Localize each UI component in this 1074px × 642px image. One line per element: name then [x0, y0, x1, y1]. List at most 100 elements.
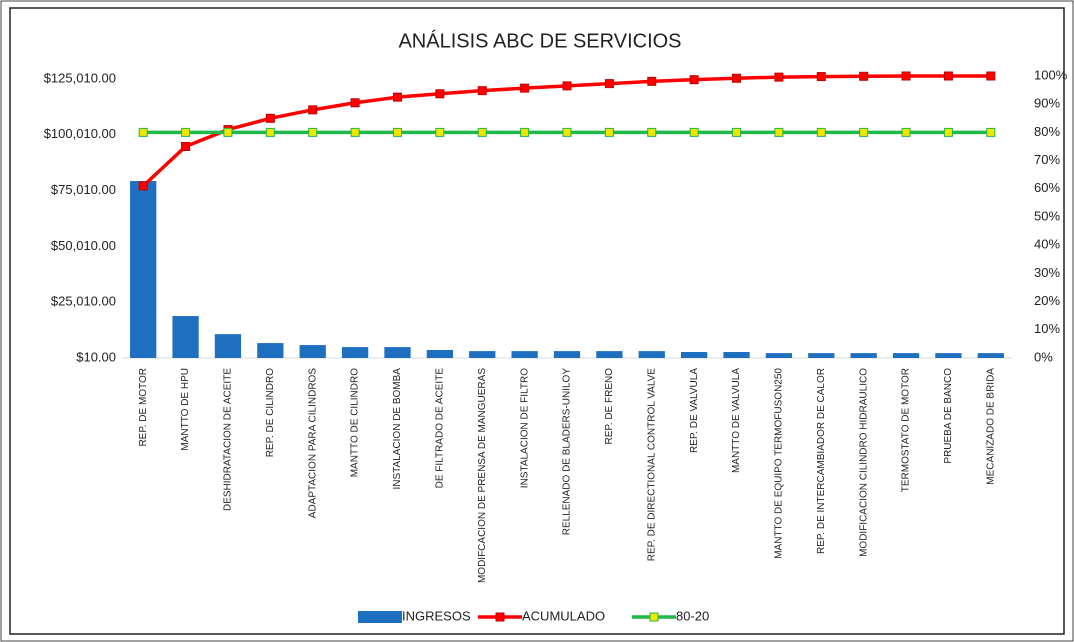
bar [850, 353, 877, 358]
bar [935, 353, 962, 358]
bar [511, 351, 538, 358]
legend-marker [495, 612, 505, 622]
y2-tick-label: 60% [1034, 180, 1060, 195]
marker [816, 72, 826, 82]
marker [520, 127, 530, 137]
y-tick-label: $75,010.00 [51, 182, 116, 197]
marker [604, 127, 614, 137]
marker [986, 71, 996, 81]
marker [138, 127, 148, 137]
marker [138, 181, 148, 191]
marker [689, 127, 699, 137]
bar [384, 347, 411, 358]
marker [392, 92, 402, 102]
y-tick-label: $25,010.00 [51, 294, 116, 309]
marker [816, 127, 826, 137]
marker [392, 127, 402, 137]
x-tick-label: REP. DE DIRECTIONAL CONTROL VALVE [646, 368, 657, 562]
y-tick-label: $10.00 [76, 349, 116, 364]
bar [596, 351, 623, 358]
x-tick-label: RELLENADO DE BLADERS-UNILOY [562, 368, 573, 536]
marker [732, 73, 742, 83]
marker [689, 75, 699, 85]
marker [774, 127, 784, 137]
marker [520, 83, 530, 93]
bar [977, 353, 1004, 358]
x-tick-label: TERMOSTATO DE MOTOR [901, 368, 912, 492]
x-tick-label: REP. DE INTERCAMBIADOR DE CALOR [816, 368, 827, 554]
bar [808, 353, 835, 358]
x-tick-label: DESHIDRATACION DE ACEITE [223, 368, 234, 511]
chart-title: ANÁLISIS ABC DE SERVICIOS [398, 29, 681, 52]
y2-tick-label: 50% [1034, 208, 1060, 223]
marker [181, 142, 191, 151]
marker [350, 98, 360, 108]
bar [426, 349, 453, 358]
y2-tick-label: 30% [1034, 265, 1060, 280]
bar [469, 351, 496, 358]
x-tick-label: REP. DE CILINDRO [265, 368, 276, 458]
y2-tick-label: 0% [1034, 349, 1053, 364]
x-tick-label: DE FILTRADO DE ACEITE [434, 368, 445, 489]
x-tick-label: PRUEBA DE BANCO [943, 368, 954, 464]
legend-label: INGRESOS [402, 608, 471, 623]
marker [223, 127, 233, 137]
x-tick-label: REP. DE MOTOR [138, 368, 149, 447]
marker [986, 127, 996, 137]
y-tick-label: $50,010.00 [51, 238, 116, 253]
y2-tick-label: 70% [1034, 152, 1060, 167]
x-tick-label: INSTALACION DE BOMBA [392, 368, 403, 490]
y2-tick-label: 40% [1034, 237, 1060, 252]
marker [350, 127, 360, 137]
marker [732, 127, 742, 137]
marker [308, 127, 318, 137]
marker [308, 105, 318, 115]
x-tick-label: MANTTO DE HPU [180, 368, 191, 451]
y-tick-label: $100,010.00 [44, 126, 116, 141]
legend-swatch [358, 611, 402, 623]
marker [477, 127, 487, 137]
x-tick-label: MANTTO DE CILINDRO [350, 368, 361, 477]
y2-tick-label: 100% [1034, 67, 1068, 82]
marker [647, 76, 657, 86]
x-tick-label: ADAPTACION PARA CILINDROS [307, 368, 318, 519]
bar [681, 351, 708, 358]
marker [943, 71, 953, 81]
marker [562, 127, 572, 137]
marker [562, 81, 572, 91]
bar [553, 351, 581, 358]
bar [299, 345, 326, 358]
y2-tick-label: 20% [1034, 293, 1060, 308]
bar [723, 351, 750, 358]
marker [435, 89, 445, 99]
bar [341, 347, 369, 358]
bar [257, 343, 284, 358]
marker [265, 113, 275, 123]
x-tick-label: INSTALACION DE FILTRO [519, 368, 530, 488]
bar [638, 351, 665, 358]
y2-tick-label: 80% [1034, 124, 1060, 139]
legend-label: 80-20 [676, 608, 709, 623]
marker [859, 127, 869, 137]
marker [265, 127, 275, 137]
marker [901, 71, 911, 81]
chart-frame [9, 7, 1065, 635]
y2-tick-label: 10% [1034, 321, 1060, 336]
bar [214, 334, 242, 358]
y2-tick-label: 90% [1034, 96, 1060, 111]
x-tick-label: MODIFCACION DE PRENSA DE MANGUERAS [477, 368, 488, 583]
marker [435, 127, 445, 137]
x-tick-label: REP. DE VALVULA [689, 368, 700, 453]
marker [647, 127, 657, 137]
bar [172, 316, 199, 358]
legend-label: ACUMULADO [522, 608, 605, 623]
bar [130, 181, 157, 358]
x-tick-label: MODIFICACION CILINDRO HIDRAULICO [858, 368, 869, 557]
x-tick-label: MANTTO DE EQUIPO TERMOFUSON250 [774, 368, 785, 559]
marker [901, 127, 911, 137]
legend-marker [649, 612, 659, 622]
marker [477, 86, 487, 96]
x-tick-label: MANTTO DE VALVULA [731, 368, 742, 473]
x-tick-label: MECANIZADO DE BRIDA [985, 368, 996, 485]
